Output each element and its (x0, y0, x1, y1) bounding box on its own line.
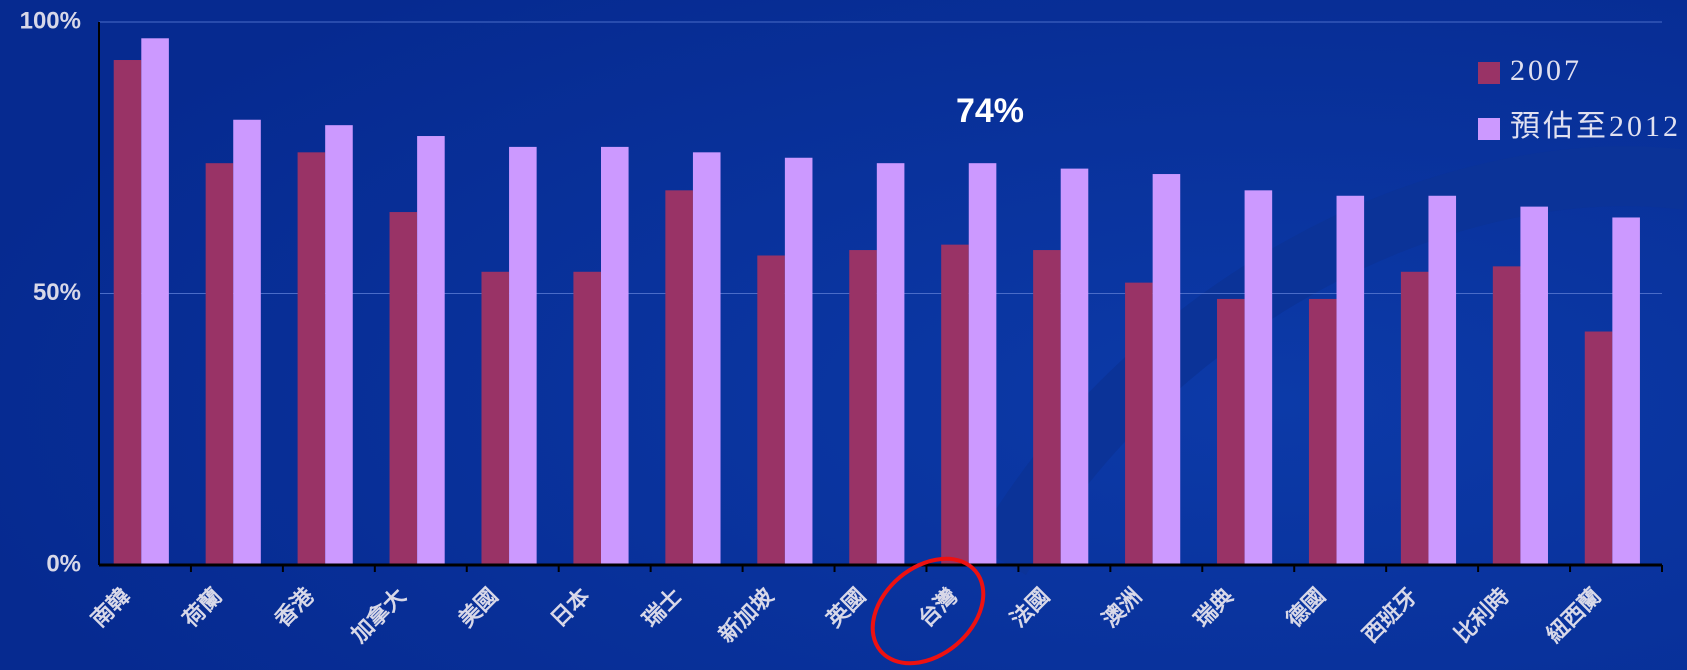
legend-label: 2007 (1510, 54, 1582, 87)
legend-swatch (1478, 62, 1500, 84)
bar (600, 146, 629, 565)
legend-label: 預估至2012 (1510, 110, 1681, 143)
legend-swatch (1478, 118, 1500, 140)
bar (1336, 195, 1365, 565)
bar (233, 119, 261, 566)
bar (573, 271, 601, 565)
bar (968, 163, 997, 565)
annotation: 74% (956, 92, 1024, 130)
bar (1428, 195, 1457, 565)
bar (1492, 266, 1521, 565)
bar (1400, 271, 1429, 565)
y-tick-label: 50% (33, 279, 81, 306)
bar (141, 38, 169, 566)
highlight-ellipse (870, 556, 986, 666)
bar (757, 255, 785, 566)
bar (509, 146, 537, 565)
bar (665, 190, 693, 565)
bar (849, 250, 877, 565)
bar (1308, 298, 1337, 565)
bar (1244, 190, 1273, 565)
bar (113, 60, 142, 565)
bar (1612, 217, 1640, 566)
bar (876, 163, 905, 565)
bar (1520, 206, 1548, 565)
bar (205, 163, 234, 565)
bar (325, 125, 353, 566)
y-tick-label: 0% (46, 550, 81, 577)
bar (297, 152, 326, 565)
bar (692, 152, 721, 565)
bar (1125, 282, 1153, 565)
bar (941, 244, 969, 565)
bar (1152, 174, 1181, 566)
bar (1584, 331, 1613, 565)
bar (1033, 250, 1061, 565)
bar (417, 136, 445, 565)
bar (389, 212, 418, 566)
bar (481, 271, 510, 565)
y-tick-label: 100% (20, 7, 81, 34)
bar (1060, 168, 1089, 566)
bar (1217, 298, 1245, 565)
bar (784, 157, 813, 565)
